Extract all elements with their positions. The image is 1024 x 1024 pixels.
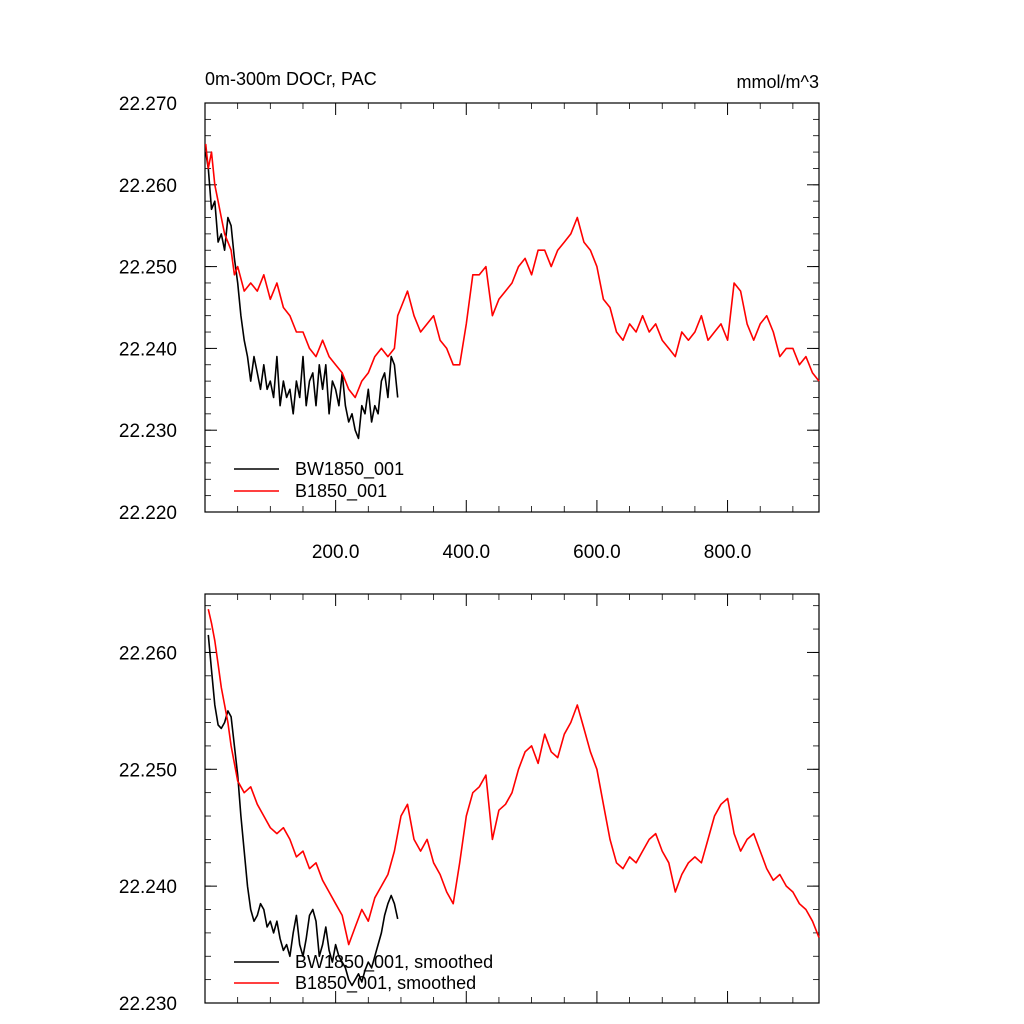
legend-label: BW1850_001 [295,459,404,480]
top-series-group [204,143,820,440]
y-tick-label: 22.240 [119,339,177,360]
top-plot-frame [204,102,820,513]
top-axis-ticks: 22.220 22.230 22.240 22.250 22.260 22.270 200.… [119,94,819,563]
series-line-bw1850 [204,151,399,440]
bottom-axis-ticks: 22.230 22.240 22.250 22.260 [119,594,819,1015]
y-tick-label: 22.230 [119,421,177,442]
top-chart-panel: 0m-300m DOCr, PAC mmol/m^3 22.22022.2302… [119,69,820,563]
y-tick-label: 22.270 [119,94,177,115]
series-line-bw1850 [207,634,399,987]
y-tick-label: 22.220 [119,503,177,524]
chart-title: 0m-300m DOCr, PAC [205,69,377,89]
y-tick-label: 22.260 [119,643,177,664]
legend-label: B1850_001 [295,481,387,502]
bottom-plot-frame [204,593,820,1004]
y-tick-label: 22.230 [119,994,177,1015]
x-tick-label: 600.0 [573,542,621,563]
x-tick-label: 400.0 [443,542,491,563]
legend-label: B1850_001, smoothed [295,973,476,994]
units-label: mmol/m^3 [737,72,819,92]
y-tick-label: 22.260 [119,176,177,197]
series-line-b1850 [207,609,820,946]
bottom-series-group [207,609,820,987]
x-tick-label: 800.0 [704,542,752,563]
series-line-b1850 [204,143,820,399]
y-tick-label: 22.240 [119,877,177,898]
x-tick-label: 200.0 [312,542,360,563]
y-tick-label: 22.250 [119,760,177,781]
bottom-chart-panel: 22.230 22.240 22.250 22.260 BW1850_001, smo… [119,593,820,1015]
y-tick-label: 22.250 [119,258,177,279]
legend-label: BW1850_001, smoothed [295,952,493,973]
